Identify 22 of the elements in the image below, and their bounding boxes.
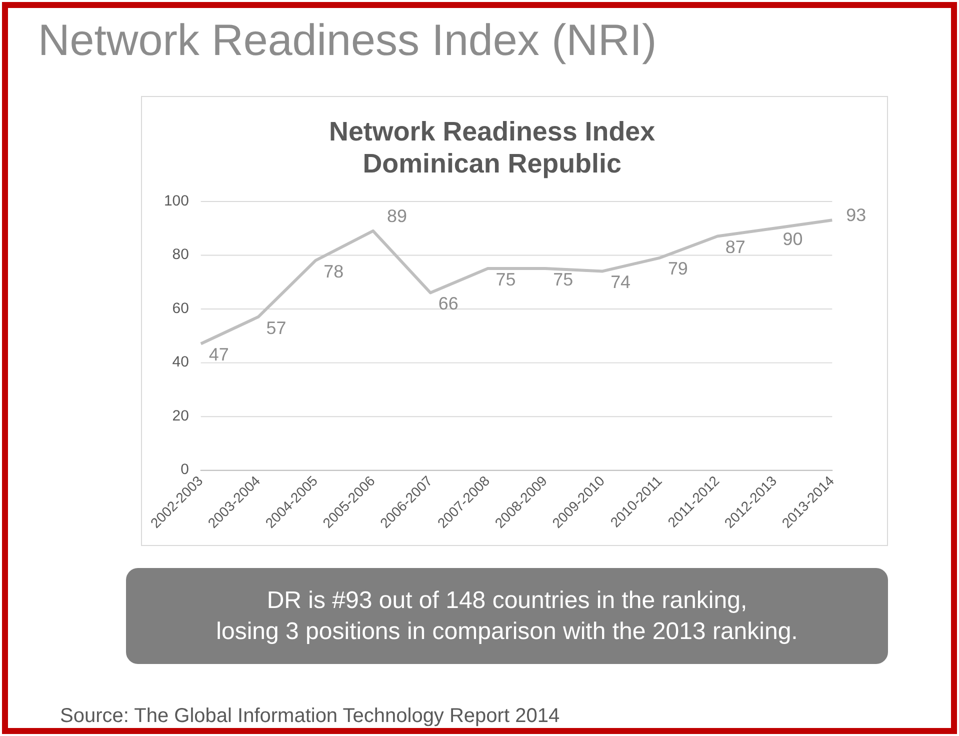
- y-tick-label: 20: [172, 407, 189, 424]
- data-label: 57: [266, 318, 286, 338]
- source-note: Source: The Global Information Technology Report 2014: [60, 705, 560, 728]
- y-tick-label: 0: [180, 461, 189, 478]
- data-label: 90: [782, 229, 803, 250]
- data-label: 74: [610, 272, 631, 292]
- data-label: 75: [553, 269, 574, 290]
- y-tick-label: 60: [172, 300, 189, 317]
- data-label: 79: [668, 258, 688, 279]
- data-label: 78: [324, 261, 344, 282]
- chart-title: Network Readiness Index (NRI): [38, 16, 657, 66]
- data-label: 75: [496, 269, 516, 290]
- data-label: 87: [725, 237, 746, 258]
- data-label: 93: [846, 205, 866, 226]
- data-label: 89: [387, 206, 407, 226]
- y-tick-label: 40: [172, 354, 189, 371]
- text: DR is #93 out of 148 countries in the ranking, losing 3 positions in comparison with the 2013 ranking.: [126, 568, 888, 664]
- data-label: 66: [438, 294, 458, 314]
- y-tick-label: 100: [164, 192, 189, 210]
- y-tick-label: 80: [172, 246, 189, 264]
- data-label: 47: [208, 344, 229, 365]
- chart-subtitle: Network Readiness Index Dominican Republic: [329, 116, 656, 179]
